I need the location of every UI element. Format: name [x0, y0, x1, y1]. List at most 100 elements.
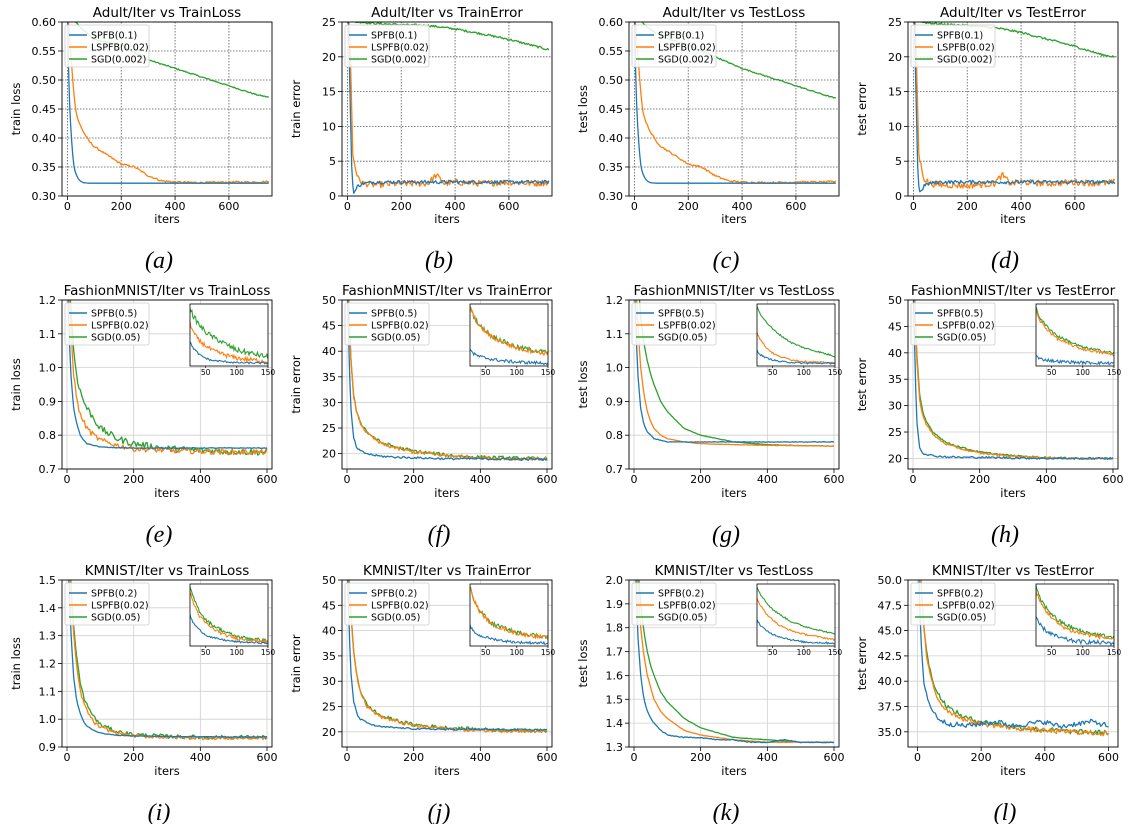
y-tick-label: 50 — [322, 574, 336, 587]
y-tick-label: 0.55 — [599, 45, 624, 58]
legend-label: SPFB(0.2) — [937, 589, 983, 600]
y-tick-label: 25 — [322, 422, 336, 435]
inset-background — [757, 584, 835, 646]
x-tick-label: 600 — [257, 751, 278, 764]
y-tick-label: 1.9 — [606, 598, 624, 611]
legend-label: LSPFB(0.02) — [91, 321, 149, 332]
y-tick-label: 1.3 — [39, 630, 57, 643]
plot-area — [347, 22, 550, 194]
inset-tick-label: 50 — [768, 368, 778, 377]
legend-label: SPFB(0.5) — [371, 309, 417, 320]
x-tick-label: 0 — [64, 200, 71, 213]
y-tick-label: 1.1 — [606, 328, 624, 341]
y-tick-label: 5 — [329, 155, 336, 168]
y-tick-label: 40 — [322, 345, 336, 358]
legend-label: SPFB(0.1) — [91, 31, 137, 42]
y-tick-label: 1.5 — [606, 693, 624, 706]
chart-panel: 0 200 400 600 0.9 1.0 1.1 1.2 1.3 1.4 1.5 50 100 150 S… — [9, 563, 278, 824]
chart-panel: 0 200 400 600 0.7 0.8 0.9 1.0 1.1 1.2 50 100 150 SPFB… — [9, 283, 278, 548]
y-tick-label: 0.40 — [32, 132, 57, 145]
x-tick-label: 200 — [957, 200, 978, 213]
y-tick-label: 20 — [322, 51, 336, 64]
legend-label: LSPFB(0.02) — [937, 321, 995, 332]
chart-panel: 0 200 400 600 0.30 0.35 0.40 0.45 0.50 0.55 0.60 SP… — [576, 5, 840, 274]
x-tick-label: 200 — [123, 751, 144, 764]
inset-series-lspfb — [470, 305, 548, 357]
legend: SPFB(0.1)LSPFB(0.02)SGD(0.002) — [631, 24, 717, 68]
inset-tick-label: 150 — [1107, 648, 1122, 657]
inset-background — [757, 304, 835, 366]
series-line-lspfb — [636, 300, 834, 447]
chart-panel: 0 200 400 600 1.3 1.4 1.5 1.6 1.7 1.8 1.9 2.0 50 100 1… — [576, 563, 845, 824]
legend-label: LSPFB(0.02) — [658, 43, 716, 54]
legend-label: LSPFB(0.02) — [371, 601, 429, 612]
y-tick-label: 1.2 — [606, 294, 624, 307]
x-axis-label: iters — [721, 764, 747, 778]
inset-frame — [189, 583, 269, 647]
x-tick-label: 600 — [537, 473, 558, 486]
x-tick-label: 600 — [218, 200, 239, 213]
chart-title: FashionMNIST/Iter vs TrainLoss — [64, 283, 271, 299]
y-tick-label: 1.1 — [39, 685, 57, 698]
panel-label: (k) — [713, 800, 740, 824]
axes-frame — [628, 299, 840, 470]
inset-tick-label: 100 — [1076, 368, 1091, 377]
series-line-spfb — [918, 580, 1109, 729]
y-tick-label: 0.45 — [599, 103, 624, 116]
x-tick-label: 200 — [403, 473, 424, 486]
y-tick-label: 0.7 — [606, 463, 624, 476]
inset-series-spfb — [190, 614, 268, 645]
x-tick-label: 400 — [165, 200, 186, 213]
y-tick-label: 45 — [322, 599, 336, 612]
x-tick-label: 400 — [1036, 473, 1057, 486]
inset-tick-label: 50 — [768, 648, 778, 657]
legend-label: SGD(0.002) — [91, 55, 146, 66]
x-tick-label: 400 — [1011, 200, 1032, 213]
legend-label: LSPFB(0.02) — [371, 43, 429, 54]
x-tick-label: 600 — [537, 751, 558, 764]
series-line-spfb — [67, 300, 268, 450]
series-line-spfb — [68, 580, 268, 738]
inset-frame — [756, 303, 836, 367]
inset-plot: 50 100 150 — [1035, 303, 1121, 377]
inset-series-lspfb — [190, 321, 268, 364]
legend: SPFB(0.5)LSPFB(0.02)SGD(0.05) — [910, 302, 996, 346]
y-tick-label: 0.60 — [32, 16, 57, 29]
axes-frame — [341, 21, 553, 197]
x-tick-label: 200 — [678, 200, 699, 213]
inset-frame — [189, 303, 269, 367]
legend-label: LSPFB(0.02) — [658, 321, 716, 332]
chart-panel: 0 200 400 600 0 5 10 15 20 25 SPFB(0.1)LSPFB(0.02)… — [855, 5, 1119, 274]
inset-plot: 50 100 150 — [469, 303, 555, 377]
x-axis-label: iters — [434, 212, 460, 226]
plot-area — [634, 300, 835, 447]
inset-background — [1036, 304, 1114, 366]
y-axis-label: train loss — [9, 83, 23, 136]
chart-title: KMNIST/Iter vs TrainLoss — [85, 563, 250, 579]
y-tick-label: 50.0 — [878, 574, 903, 587]
inset-series-lspfb — [757, 332, 835, 364]
y-tick-label: 30 — [322, 396, 336, 409]
y-tick-label: 40.0 — [878, 675, 903, 688]
y-axis-label: train error — [289, 80, 303, 139]
x-tick-label: 600 — [1064, 200, 1085, 213]
inset-series-lspfb — [757, 598, 835, 641]
y-tick-label: 20 — [322, 448, 336, 461]
y-tick-label: 1.3 — [606, 741, 624, 754]
chart-title: Adult/Iter vs TrainLoss — [93, 5, 241, 21]
legend: SPFB(0.1)LSPFB(0.02)SGD(0.002) — [64, 24, 150, 68]
legend: SPFB(0.2)LSPFB(0.02)SGD(0.05) — [64, 582, 150, 626]
x-tick-label: 0 — [631, 473, 638, 486]
plot-area — [912, 300, 1114, 460]
plot-area — [635, 580, 835, 744]
y-tick-label: 0.45 — [32, 103, 57, 116]
inset-tick-label: 50 — [481, 368, 491, 377]
chart-panel: 0 200 400 600 0.30 0.35 0.40 0.45 0.50 0.55 0.60 SP… — [9, 5, 273, 274]
inset-plot: 50 100 150 — [756, 303, 842, 377]
inset-frame — [469, 303, 549, 367]
legend-label: LSPFB(0.02) — [371, 321, 429, 332]
inset-plot-area — [757, 586, 835, 645]
y-tick-label: 0.30 — [32, 190, 57, 203]
y-tick-label: 20 — [888, 452, 902, 465]
